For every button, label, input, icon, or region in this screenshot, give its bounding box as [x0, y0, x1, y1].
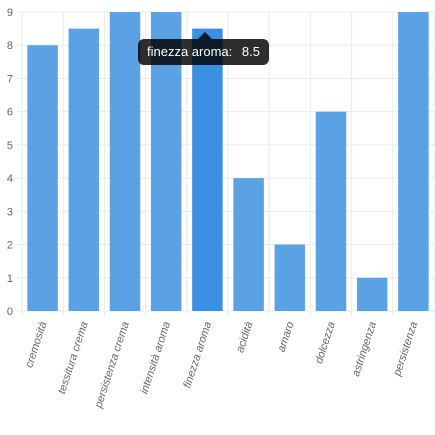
y-tick-label: 1 [7, 273, 13, 285]
bar [109, 12, 141, 311]
bar [398, 12, 429, 311]
y-tick-label: 6 [7, 107, 13, 119]
tooltip-label: finezza aroma: [147, 44, 233, 59]
x-tick-label: astringenza [350, 320, 379, 378]
tooltip-arrow [198, 32, 212, 39]
bar [233, 178, 264, 311]
x-tick-label: amaro [276, 320, 297, 353]
bar [356, 277, 388, 311]
x-tick-label: persistenza crema [92, 320, 131, 410]
y-tick-label: 7 [7, 73, 13, 85]
x-tick-label: persistenza [391, 320, 420, 378]
y-axis-ticks: 0 1 2 3 4 5 6 7 8 9 [7, 7, 13, 318]
tooltip: finezza aroma: 8.5 [138, 32, 269, 65]
y-tick-label: 8 [7, 40, 13, 52]
bar [192, 28, 223, 311]
bar [27, 45, 58, 311]
y-tick-label: 9 [7, 7, 13, 19]
bar [68, 28, 100, 311]
bar [274, 244, 306, 311]
x-tick-label: cremosità [23, 320, 49, 369]
y-tick-label: 4 [7, 173, 13, 185]
x-tick-label: finezza aroma [181, 320, 214, 389]
y-tick-label: 0 [7, 306, 13, 318]
x-tick-label: dolcezza [313, 320, 338, 365]
y-tick-label: 2 [7, 240, 13, 252]
bars [27, 12, 429, 312]
x-tick-label: intensità aroma [138, 320, 173, 395]
tooltip-value: 8.5 [241, 44, 260, 59]
x-tick-label: acidità [234, 320, 255, 354]
x-tick-label: tessitura crema [56, 320, 91, 395]
bar [315, 111, 347, 312]
x-axis-ticks: cremosità tessitura crema persistenza crem… [23, 320, 420, 410]
y-tick-label: 5 [7, 140, 13, 152]
y-tick-label: 3 [7, 206, 13, 218]
